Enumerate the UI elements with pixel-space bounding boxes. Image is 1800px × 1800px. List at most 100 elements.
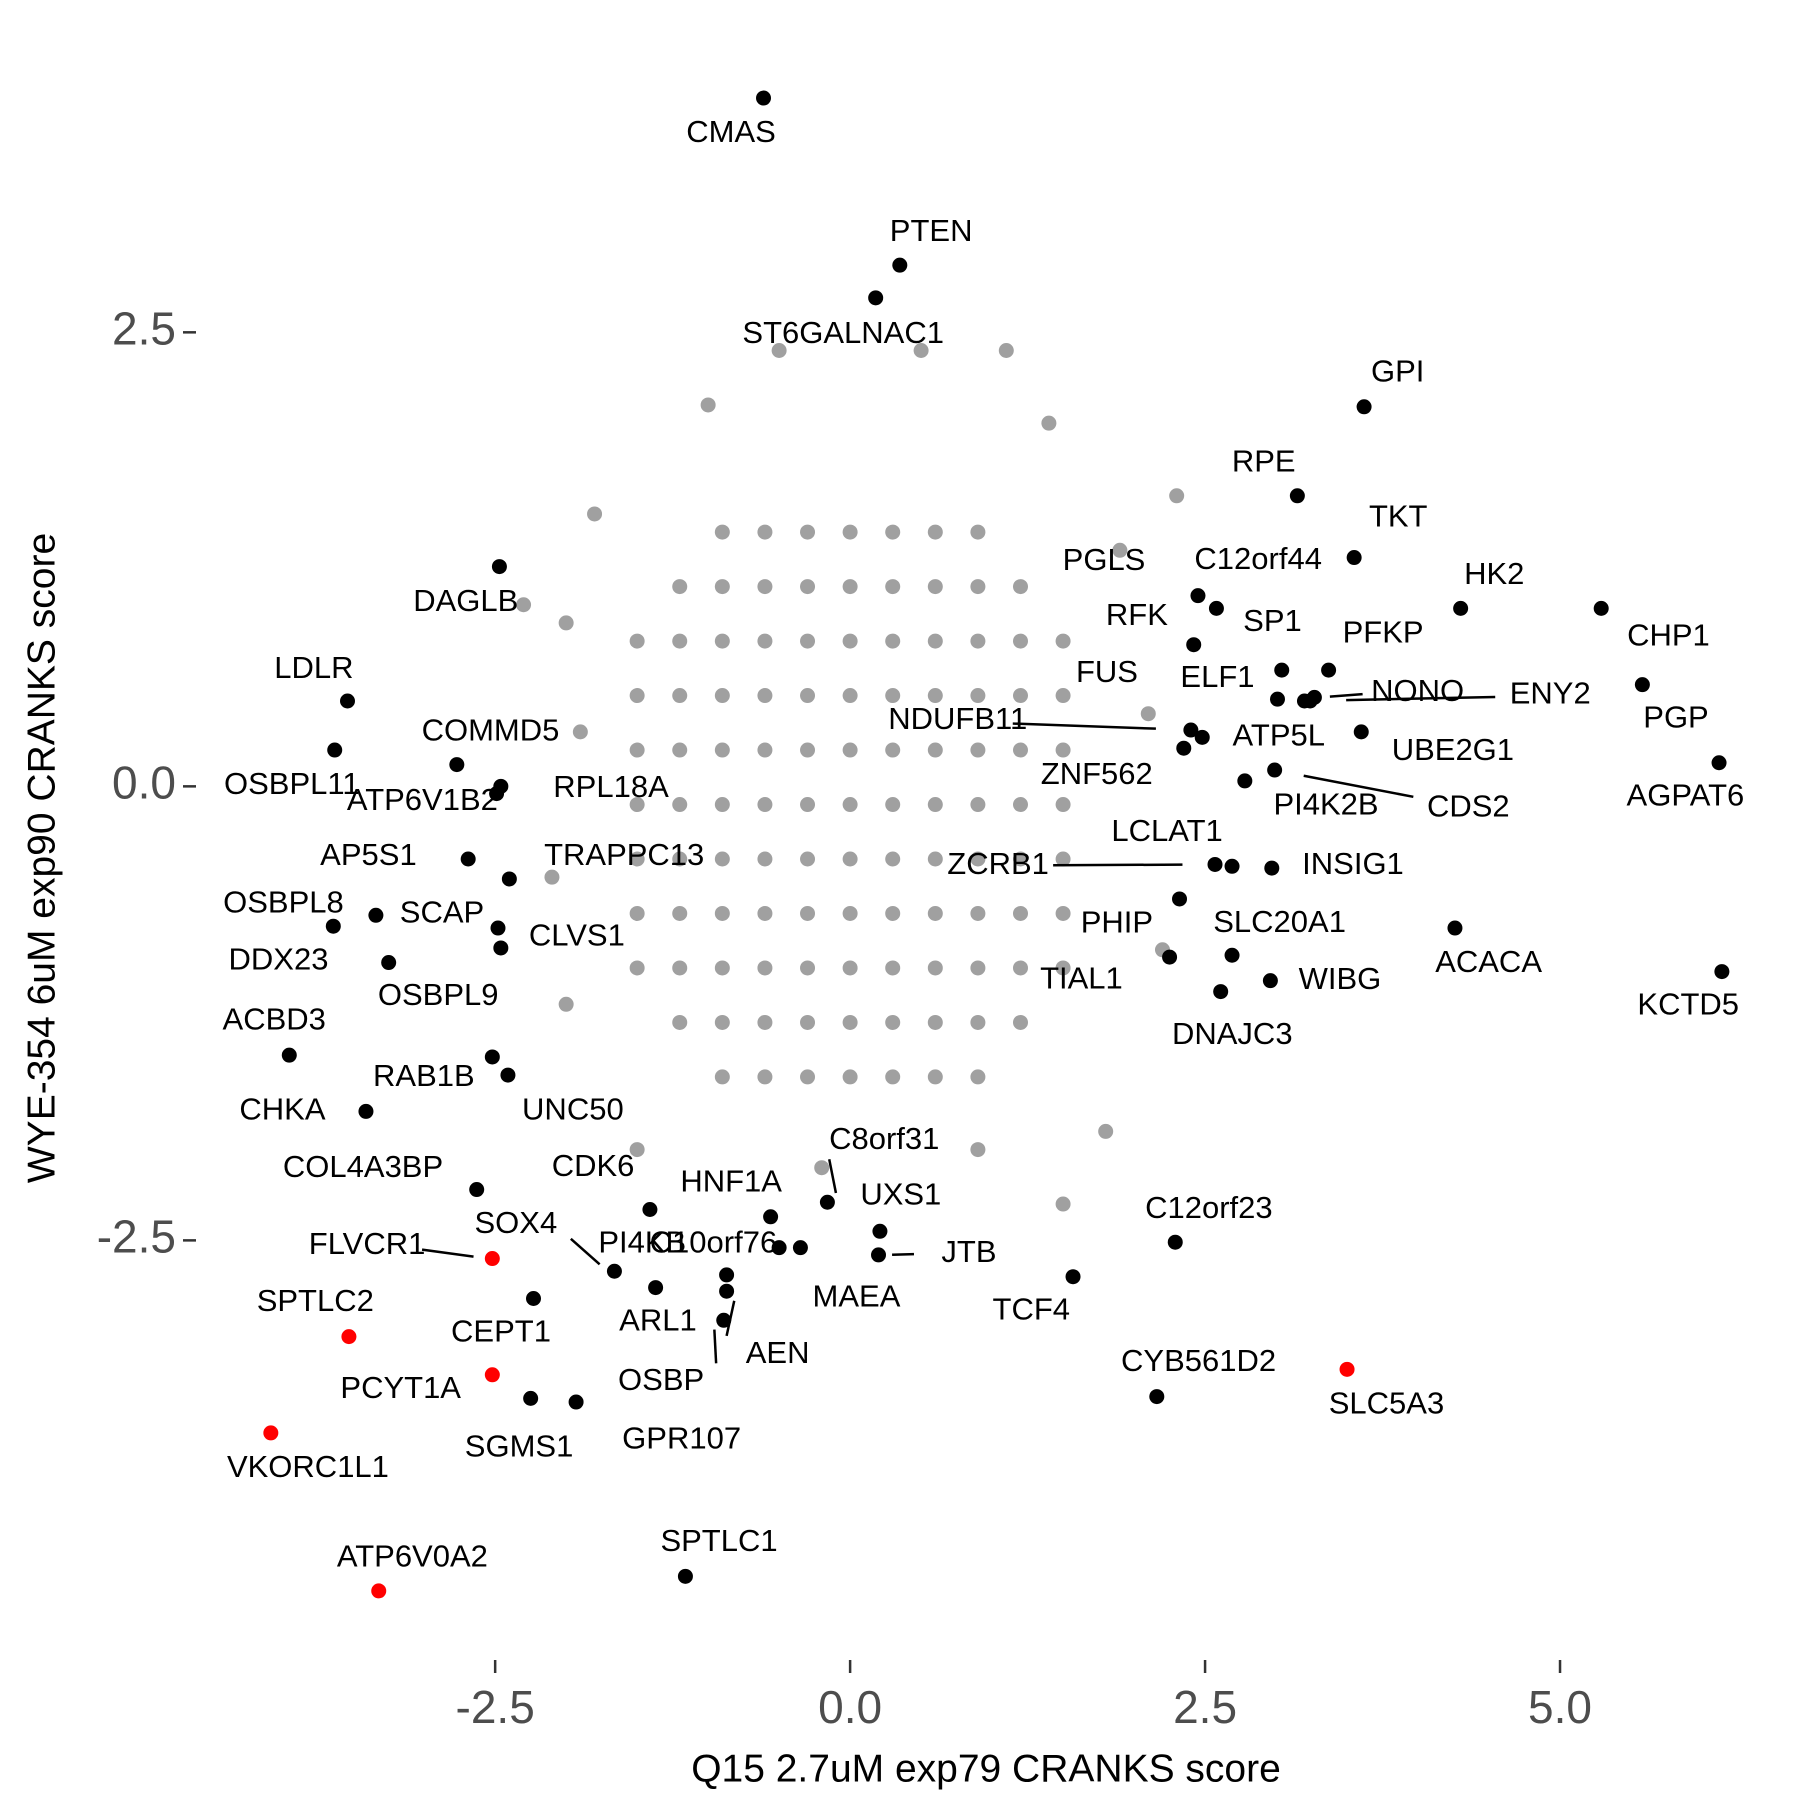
leader-line	[1303, 774, 1414, 799]
point-label: CDK6	[552, 1148, 635, 1183]
background-point	[757, 797, 773, 813]
background-point	[970, 1014, 986, 1030]
background-point	[842, 524, 858, 540]
background-point	[800, 905, 816, 921]
labeled-point	[1065, 1269, 1081, 1285]
labeled-point	[1149, 1389, 1165, 1405]
background-point	[927, 797, 943, 813]
background-point	[970, 905, 986, 921]
background-point	[913, 342, 929, 358]
labeled-point	[469, 1182, 485, 1198]
background-point	[970, 524, 986, 540]
point-label: CDS2	[1427, 788, 1510, 823]
background-point	[1012, 960, 1028, 976]
point-label: RFK	[1106, 597, 1168, 632]
point-label: ARL1	[619, 1303, 697, 1338]
labeled-point	[871, 1247, 887, 1263]
point-label: CEPT1	[451, 1313, 551, 1348]
point-label: GPR107	[622, 1420, 741, 1455]
background-point	[927, 742, 943, 758]
background-point	[558, 996, 574, 1012]
point-label: AP5S1	[320, 837, 417, 872]
labeled-point	[1321, 662, 1337, 678]
labeled-point	[341, 1329, 357, 1345]
x-tick-label: 2.5	[1173, 1681, 1237, 1733]
point-label: MAEA	[813, 1278, 901, 1313]
labeled-point	[501, 871, 517, 887]
labeled-point	[1162, 949, 1178, 965]
background-point	[757, 905, 773, 921]
labeled-point	[1274, 662, 1290, 678]
point-label: WIBG	[1299, 961, 1382, 996]
point-label: HK2	[1464, 556, 1524, 591]
background-point	[927, 1014, 943, 1030]
point-label: LDLR	[274, 650, 353, 685]
labeled-point	[491, 559, 507, 575]
background-point	[757, 1069, 773, 1085]
background-point	[714, 851, 730, 867]
labeled-point	[1213, 984, 1229, 1000]
labeled-point	[819, 1194, 835, 1210]
background-point	[814, 1160, 830, 1176]
background-point	[885, 579, 901, 595]
labeled-point	[719, 1267, 735, 1283]
background-point	[842, 742, 858, 758]
background-point	[757, 524, 773, 540]
point-label: SOX4	[474, 1205, 557, 1240]
labeled-point	[677, 1568, 693, 1584]
point-label: SCAP	[400, 894, 484, 929]
point-label: RPL18A	[553, 769, 669, 804]
point-label: CHKA	[239, 1092, 325, 1127]
labeled-point	[1447, 920, 1463, 936]
background-point	[927, 960, 943, 976]
point-label: JTB	[941, 1234, 996, 1269]
background-point	[842, 960, 858, 976]
labeled-point	[716, 1312, 732, 1328]
point-label: AGPAT6	[1627, 778, 1745, 813]
labeled-point	[771, 1240, 787, 1256]
background-point	[927, 524, 943, 540]
labeled-point	[1339, 1361, 1355, 1377]
point-label: ATP6V1B2	[347, 782, 498, 817]
point-label: PCYT1A	[340, 1370, 461, 1405]
labeled-point	[1353, 724, 1369, 740]
background-point	[1055, 797, 1071, 813]
point-label: OSBP	[618, 1362, 704, 1397]
background-point	[970, 851, 986, 867]
labeled-point	[642, 1202, 658, 1218]
leader-line	[1012, 722, 1156, 730]
point-label: DDX23	[229, 942, 329, 977]
point-label: DAGLB	[413, 583, 518, 618]
background-point	[629, 742, 645, 758]
background-point	[800, 688, 816, 704]
background-point	[842, 851, 858, 867]
point-label: SLC5A3	[1329, 1385, 1444, 1420]
background-point	[771, 342, 787, 358]
background-point	[714, 1069, 730, 1085]
background-point	[970, 579, 986, 595]
labeled-point	[281, 1047, 297, 1063]
labeled-point	[1714, 964, 1730, 980]
background-point	[885, 633, 901, 649]
point-label: CMAS	[686, 114, 776, 149]
y-tick-label: 0.0	[112, 757, 176, 809]
background-point	[842, 797, 858, 813]
labeled-point	[1302, 693, 1318, 709]
background-point	[927, 905, 943, 921]
background-point	[885, 742, 901, 758]
point-label: SGMS1	[465, 1428, 574, 1463]
point-label: PTEN	[890, 213, 973, 248]
point-label: NDUFB11	[888, 701, 1027, 736]
background-point	[672, 742, 688, 758]
leader-line	[570, 1237, 601, 1266]
labeled-point	[449, 757, 465, 773]
background-point	[672, 633, 688, 649]
point-label: TRAPPC13	[544, 837, 704, 872]
y-tick-label: 2.5	[112, 302, 176, 354]
point-label: ACACA	[1435, 944, 1542, 979]
labeled-point	[648, 1280, 664, 1296]
x-axis-title: Q15 2.7uM exp79 CRANKS score	[691, 1747, 1281, 1790]
background-point	[672, 905, 688, 921]
background-point	[885, 851, 901, 867]
background-point	[970, 1142, 986, 1158]
